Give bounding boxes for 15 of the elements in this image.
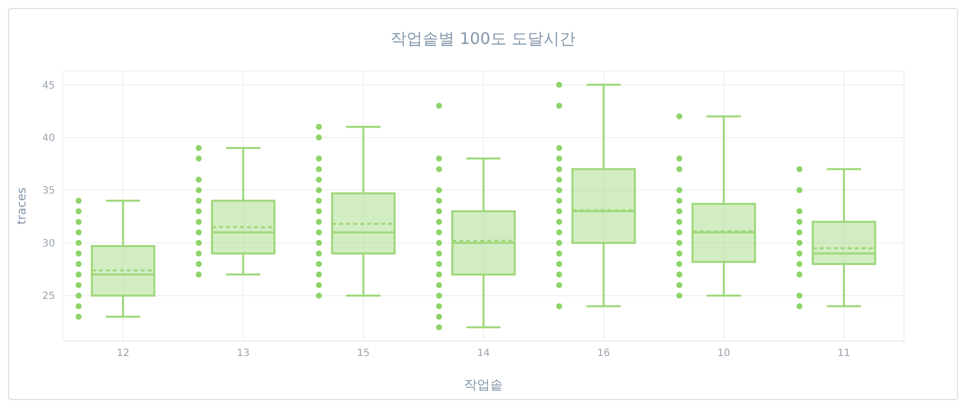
y-tick-label: 25: [42, 291, 55, 302]
x-tick-label: 15: [356, 348, 370, 360]
chart-title: 작업솥별 100도 도달시간: [390, 29, 576, 50]
y-tick-label: 30: [42, 238, 55, 250]
x-axis-title: 작업솥: [464, 378, 503, 393]
y-tick-label: 45: [42, 80, 55, 92]
x-tick-label: 16: [597, 348, 610, 360]
y-tick-label: 40: [42, 132, 55, 144]
x-tick-label: 11: [838, 348, 850, 360]
x-tick-label: 10: [717, 348, 730, 360]
y-tick-label: 35: [42, 186, 55, 197]
y-axis-title: traces: [14, 187, 28, 225]
x-tick-label: 14: [477, 348, 490, 360]
x-tick-label: 12: [116, 348, 130, 360]
x-tick-label: 13: [236, 348, 250, 360]
